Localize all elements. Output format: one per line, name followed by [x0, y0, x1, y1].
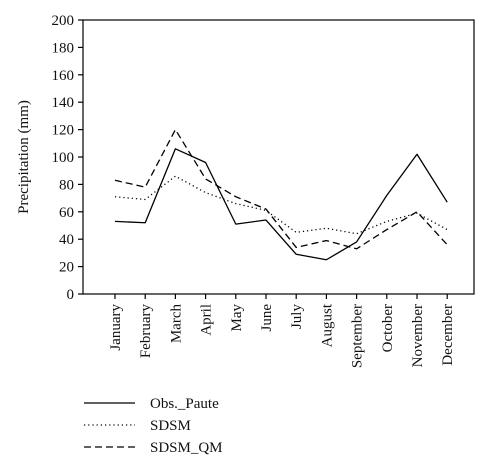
legend-label: SDSM: [150, 418, 191, 434]
y-tick-label: 100: [52, 150, 75, 166]
y-tick-label: 180: [52, 40, 75, 56]
legend-label: SDSM_QM: [150, 440, 223, 456]
y-tick-label: 0: [67, 287, 75, 303]
series-lines: [114, 128, 448, 261]
x-tick-label: November: [410, 304, 426, 367]
y-axis-title: Precipitation (mm): [16, 100, 32, 214]
y-tick-label: 80: [59, 177, 74, 193]
series-line-obs-paute: [114, 148, 448, 261]
x-tick-label: September: [350, 304, 366, 368]
x-tick-label: July: [289, 304, 305, 330]
legend-label: Obs._Paute: [150, 396, 219, 412]
series-line-sdsm-qm: [114, 128, 448, 250]
y-tick-label: 140: [52, 95, 75, 111]
x-tick-label: December: [440, 304, 456, 366]
x-tick-label: March: [168, 304, 184, 344]
x-tick-label: June: [259, 304, 275, 332]
x-tick-label: August: [319, 303, 335, 347]
y-axis-ticks: 0 20 40 60 80 100 120 140 160 180 200: [52, 13, 83, 303]
y-tick-label: 60: [59, 205, 74, 221]
y-tick-label: 200: [52, 13, 75, 29]
y-tick-label: 160: [52, 68, 75, 84]
x-tick-label: October: [380, 304, 396, 352]
x-tick-label: April: [199, 304, 215, 336]
y-tick-label: 40: [59, 232, 74, 248]
x-tick-label: January: [108, 304, 124, 351]
legend: Obs._Paute SDSM SDSM_QM: [84, 396, 223, 456]
series-line-sdsm: [114, 175, 448, 235]
y-tick-label: 120: [52, 123, 75, 139]
x-tick-label: May: [229, 304, 245, 332]
x-axis-ticks: January February March April May June July Augu…: [108, 294, 456, 368]
x-tick-label: February: [138, 304, 154, 359]
y-tick-label: 20: [59, 260, 74, 276]
